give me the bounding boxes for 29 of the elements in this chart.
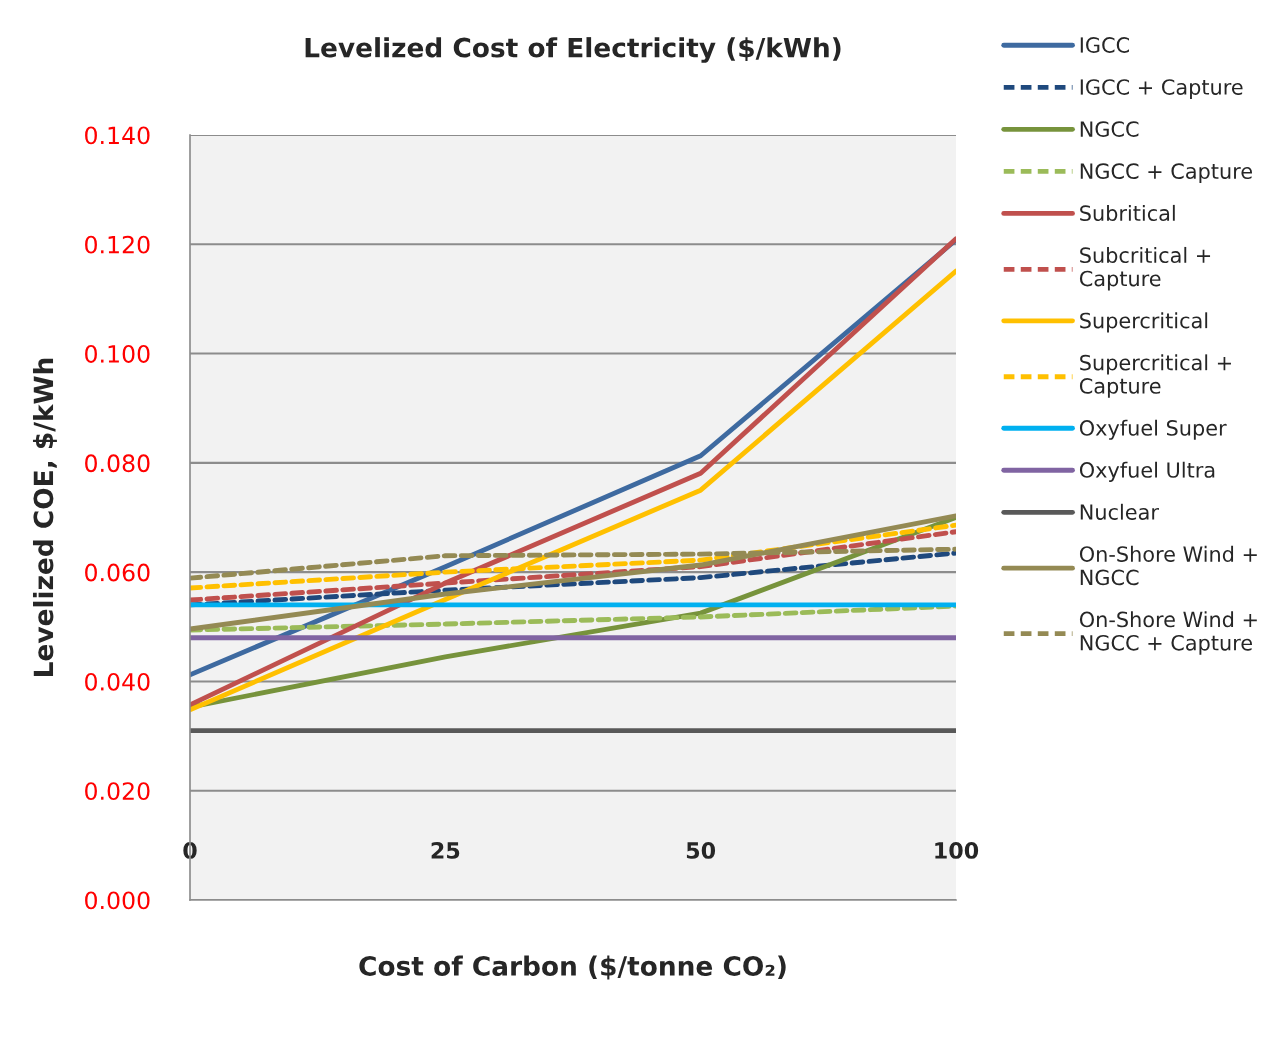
- y-tick-label: 0.000: [85, 891, 150, 910]
- x-tick-label: 25: [431, 842, 460, 859]
- x-tick-label: 50: [686, 842, 716, 859]
- x-axis-title: Cost of Carbon ($/tonne CO₂): [359, 955, 786, 980]
- legend-label: Supercritical: [1080, 312, 1208, 333]
- y-axis-title: Levelized COE, $/kWh: [32, 358, 57, 676]
- y-tick-label: 0.140: [85, 126, 150, 145]
- legend-label: IGCC + Capture: [1080, 79, 1243, 99]
- y-tick-label: 0.040: [85, 672, 150, 691]
- y-tick-label: 0.060: [85, 563, 150, 582]
- legend-label: Oxyfuel Ultra: [1079, 461, 1215, 482]
- legend-label: Oxyfuel Super: [1079, 419, 1227, 440]
- legend-label: Subritical: [1080, 204, 1175, 222]
- legend-label: Subcritical + Capture: [1079, 246, 1211, 291]
- y-tick-label: 0.120: [85, 235, 150, 254]
- legend-label: IGCC: [1080, 37, 1129, 53]
- legend-label: Nuclear: [1080, 503, 1159, 520]
- legend-label: NGCC: [1080, 121, 1139, 137]
- y-tick-label: 0.020: [85, 782, 150, 801]
- line-series: [190, 513, 956, 632]
- legend-label: On-Shore Wind + NGCC + Capture: [1079, 611, 1257, 655]
- legend-label: Supercritical + Capture: [1079, 354, 1231, 398]
- y-tick-label: 0.100: [85, 345, 150, 363]
- x-tick-label: 0: [183, 842, 197, 859]
- y-tick-label: 0.080: [85, 454, 150, 473]
- legend-label: NGCC + Capture: [1080, 163, 1252, 184]
- x-tick-label: 100: [935, 842, 979, 859]
- legend-label: On-Shore Wind + NGCC: [1079, 545, 1257, 586]
- chart-title: Levelized Cost of Electricity ($/kWh): [305, 37, 841, 63]
